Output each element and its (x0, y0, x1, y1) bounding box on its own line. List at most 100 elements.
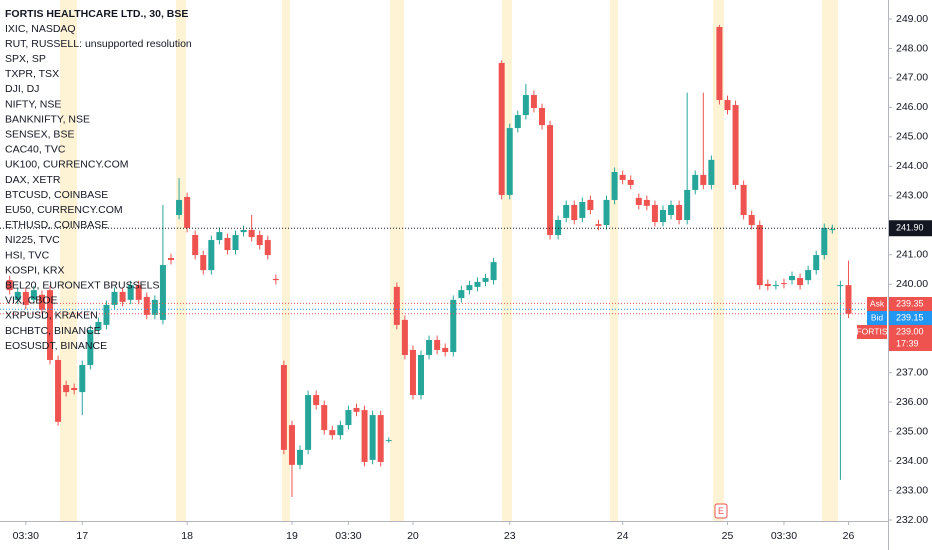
candle-body (813, 255, 820, 271)
candle-body (692, 174, 699, 190)
candle-body (821, 227, 828, 256)
candle-body (716, 26, 723, 101)
crosshair-label: 241.90 (896, 223, 924, 233)
candle-body (111, 291, 118, 305)
candle-body (329, 430, 336, 436)
candle-body (6, 280, 13, 291)
candle-body (789, 275, 796, 281)
price-countdown: 17:39 (896, 338, 919, 348)
candle-body (538, 108, 545, 126)
candle-body (297, 449, 304, 465)
candle-body (700, 174, 707, 185)
candle-body (119, 291, 126, 302)
candle-body (611, 171, 618, 200)
candle-body (313, 395, 320, 406)
candle-body (579, 202, 586, 218)
candle-body (14, 291, 21, 300)
candle-body (305, 395, 312, 450)
legend-item: UK100, CURRENCY.COM (5, 159, 129, 171)
candle-body (361, 410, 368, 462)
candle-body (418, 354, 425, 396)
candle-body (95, 321, 102, 330)
candle-body (248, 230, 255, 238)
x-tick-label: 20 (407, 530, 419, 542)
candle-body (103, 304, 110, 325)
legend-item: DJI, DJ (5, 83, 39, 95)
candle-body (740, 184, 747, 215)
x-tick-label: 18 (181, 530, 193, 542)
x-tick-label: 17 (76, 530, 88, 542)
x-tick-label: 03:30 (771, 530, 797, 542)
candle-body (466, 285, 473, 291)
candle-body (708, 159, 715, 185)
candle-body (684, 189, 691, 220)
event-box (714, 503, 728, 519)
candle-body (506, 128, 513, 195)
candle-body (393, 286, 400, 325)
price-value: 239.35 (896, 298, 924, 308)
price-value-box (889, 311, 932, 325)
candle-body (724, 100, 731, 111)
price-value-box (889, 297, 932, 311)
legend-item: EU50, CURRENCY.COM (5, 204, 123, 216)
candle-body (71, 387, 78, 391)
candle-body (280, 364, 287, 450)
candle-body (547, 125, 554, 236)
y-tick-label: 235.00 (896, 425, 928, 437)
candle-body (87, 329, 94, 365)
x-tick-label: 03:30 (335, 530, 361, 542)
price-value-box (889, 325, 932, 351)
crosshair-label-box (889, 220, 932, 237)
candle-body (627, 179, 634, 185)
price-value: 239.00 (896, 326, 924, 336)
candle-body (450, 299, 457, 353)
candle-body (272, 278, 279, 281)
candle-body (805, 270, 812, 281)
candle-body (240, 230, 247, 233)
candle-body (409, 349, 416, 396)
y-tick-label: 232.00 (896, 514, 928, 526)
candle-body (38, 294, 45, 310)
price-name: FORTIS (856, 326, 887, 336)
candle-body (563, 204, 570, 218)
candle-body (797, 278, 804, 286)
candle-body (200, 255, 207, 271)
legend-item: IXIC, NASDAQ (5, 23, 76, 35)
candle-body (668, 204, 675, 215)
legend-item: NI225, TVC (5, 234, 60, 246)
y-tick-label: 249.00 (896, 13, 928, 25)
candle-body (732, 105, 739, 185)
candle-body (176, 199, 183, 215)
candle-body (264, 240, 271, 256)
candle-body (30, 290, 37, 300)
candle-body (764, 283, 771, 287)
candle-body (482, 278, 489, 282)
price-value: 239.15 (896, 312, 924, 322)
session-band (282, 0, 290, 521)
legend-item: HSI, TVC (5, 249, 50, 261)
x-tick-label: 26 (843, 530, 855, 542)
legend-item: BEL20, EURONEXT BRUSSELS (5, 279, 159, 291)
x-tick-label: 19 (286, 530, 298, 542)
legend-item: EOSUSDT, BINANCE (5, 340, 107, 352)
legend-item: XRPUSD, KRAKEN (5, 310, 98, 322)
candle-body (659, 209, 666, 223)
legend-item: DAX, XETR (5, 174, 61, 186)
candle-body (772, 285, 779, 287)
candle-body (845, 285, 852, 314)
candle-body (159, 265, 166, 320)
y-tick-label: 244.00 (896, 160, 928, 172)
candle-body (337, 425, 344, 436)
candle-body (79, 364, 86, 393)
price-name: Bid (871, 312, 884, 322)
candle-body (530, 95, 537, 109)
session-band (390, 0, 404, 521)
candle-body (571, 204, 578, 220)
candle-body (192, 235, 199, 256)
candle-body (224, 237, 231, 251)
legend-item: RUT, RUSSELL: unsupported resolution (5, 38, 192, 50)
y-tick-label: 236.00 (896, 396, 928, 408)
candle-body (837, 285, 844, 287)
candle-body (426, 339, 433, 355)
legend-item: KOSPI, KRX (5, 264, 65, 276)
